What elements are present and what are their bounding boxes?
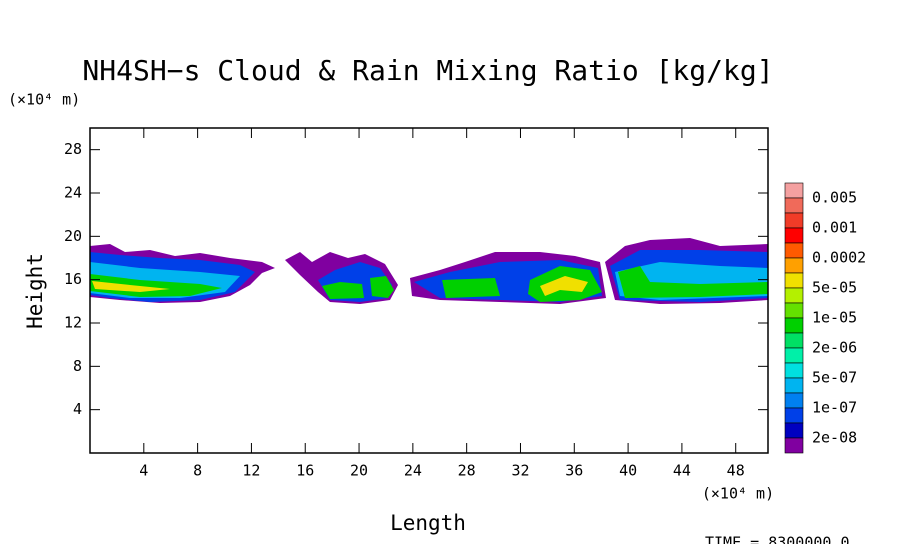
y-axis-label: Height [23,253,47,329]
colorbar-swatch [784,332,804,349]
chart-title: NH4SH−s Cloud & Rain Mixing Ratio [kg/kg… [82,54,773,87]
colorbar-swatch [784,212,804,229]
cloud-field [90,238,768,304]
x-tick-label: 12 [242,462,260,480]
colorbar-swatch [784,377,804,394]
colorbar-label: 5e-07 [812,369,857,387]
colorbar-swatch [784,407,804,424]
x-tick-label: 16 [296,462,314,480]
colorbar-swatch [784,242,804,259]
plot-frame [89,127,769,454]
colorbar-swatch [784,392,804,409]
x-tick-label: 48 [727,462,745,480]
y-tick-label: 24 [64,184,82,202]
colorbar-label: 0.0002 [812,249,866,267]
colorbar-swatch [784,287,804,304]
y-tick-label: 8 [73,357,82,375]
colorbar-swatch [784,422,804,439]
colorbar-label: 2e-06 [812,339,857,357]
cloud-region [370,276,394,298]
x-tick-label: 20 [350,462,368,480]
colorbar-swatch [784,272,804,289]
x-tick-label: 32 [511,462,529,480]
colorbar-swatch [784,362,804,379]
cloud-region [540,276,588,296]
colorbar-swatch [784,437,804,454]
colorbar-label: 0.001 [812,219,857,237]
x-tick-label: 40 [619,462,637,480]
y-tick-label: 20 [64,227,82,245]
x-tick-label: 4 [139,462,148,480]
y-unit: (×10⁴ m) [8,91,80,109]
colorbar-swatch [784,257,804,274]
colorbar-swatch [784,302,804,319]
cloud-region [618,266,768,298]
colorbar-label: 1e-05 [812,309,857,327]
colorbar-swatch [784,197,804,214]
colorbar-label: 2e-08 [812,429,857,447]
time-label: TIME = 8300000.0 [705,534,850,544]
x-tick-label: 36 [565,462,583,480]
y-tick-label: 12 [64,314,82,332]
x-tick-label: 8 [193,462,202,480]
cloud-region [90,274,222,297]
colorbar-swatch [784,347,804,364]
y-tick-label: 28 [64,140,82,158]
colorbar-label: 0.005 [812,189,857,207]
y-tick-label: 16 [64,270,82,288]
y-tick-label: 4 [73,400,82,418]
x-tick-label: 44 [673,462,691,480]
x-axis-label: Length [390,511,466,535]
colorbar-label: 1e-07 [812,399,857,417]
cloud-region [442,278,500,298]
colorbar-label: 5e-05 [812,279,857,297]
x-tick-label: 24 [404,462,422,480]
x-tick-label: 28 [458,462,476,480]
colorbar-swatch [784,317,804,334]
cloud-region [322,282,364,299]
cloud-region [92,281,170,292]
colorbar-swatch [784,227,804,244]
colorbar-swatch [784,182,804,199]
x-unit: (×10⁴ m) [702,485,774,503]
